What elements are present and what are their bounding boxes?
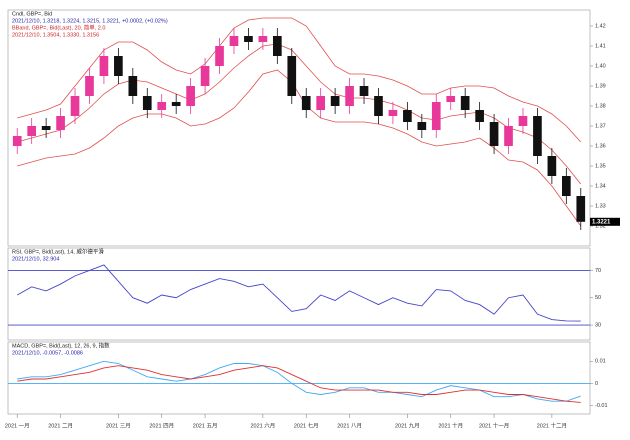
- main-panel: [7, 9, 591, 247]
- candle-body: [200, 66, 210, 86]
- panel-subtitle: 2021/12/10, 32.904: [12, 256, 59, 262]
- y-tick-label: 1.41: [595, 43, 606, 49]
- candle-body: [475, 110, 484, 122]
- x-tick-label: 2021 十月: [438, 421, 463, 429]
- indicator-line: [17, 365, 581, 403]
- candle-body: [272, 36, 282, 56]
- annotation: 2021/12/10, 1.3504, 1.3330, 1.3156: [12, 32, 99, 38]
- candle-body: [85, 76, 94, 96]
- y-tick-label: -0.01: [595, 403, 608, 409]
- x-tick-label: 2021 八月: [337, 422, 362, 429]
- panel-subtitle: 2021/12/10, 1.3218, 1.3224, 1.3215, 1.32…: [12, 18, 168, 24]
- y-tick-label: 30: [595, 323, 601, 329]
- candle-body: [56, 116, 65, 130]
- last-price-box: [590, 217, 620, 226]
- y-tick-label: 1.32: [595, 223, 606, 229]
- candle-body: [403, 110, 412, 122]
- y-tick-label: 1.34: [595, 183, 606, 189]
- y-tick-label: 1.36: [595, 143, 606, 149]
- panel-title: RSI, GBP=, Bid(Last), 14, 威尔德平滑: [12, 247, 104, 255]
- x-tick-label: 2021 十二月: [537, 421, 567, 429]
- y-tick-label: 70: [595, 268, 601, 274]
- candle-body: [157, 102, 167, 110]
- y-tick-label: 1.39: [595, 83, 606, 89]
- candle-body: [301, 96, 311, 110]
- x-tick-label: 2021 十一月: [479, 421, 509, 429]
- y-tick-label: 1.33: [595, 203, 606, 209]
- candle-body: [417, 122, 427, 130]
- panel-title: MACD, GBP=, Bid(Last), 12, 26, 9, 指数: [12, 341, 110, 349]
- candle-body: [142, 96, 152, 110]
- candle-body: [70, 96, 80, 116]
- y-tick-label: 0: [595, 381, 598, 387]
- x-tick-label: 2021 二月: [48, 422, 73, 429]
- candle-body: [388, 110, 398, 116]
- candle-body: [287, 56, 297, 96]
- candle-body: [576, 196, 586, 222]
- x-tick-label: 2021 七月: [294, 421, 319, 429]
- candle-body: [41, 126, 51, 130]
- candle-body: [374, 96, 383, 116]
- candle-body: [215, 46, 224, 66]
- candle-body: [229, 36, 239, 46]
- candle-body: [345, 86, 354, 106]
- candle-body: [186, 86, 195, 106]
- candle-body: [244, 36, 253, 42]
- x-tick-label: 2021 六月: [250, 421, 275, 429]
- y-tick-label: 0.01: [595, 359, 606, 365]
- y-tick-label: 1.37: [595, 123, 606, 129]
- candle-body: [533, 116, 542, 156]
- candle-body: [518, 116, 528, 126]
- y-tick-label: 50: [595, 295, 601, 301]
- candle-body: [316, 96, 326, 110]
- y-tick-label: 1.35: [595, 163, 606, 169]
- candle-body: [330, 96, 340, 106]
- indicator-line: [17, 360, 581, 402]
- candle-body: [547, 156, 557, 176]
- panel-subtitle: 2021/12/10, -0.0057, -0.0086: [12, 350, 83, 356]
- candle-body: [12, 136, 22, 146]
- candle-body: [431, 102, 441, 130]
- candle-body: [446, 96, 456, 102]
- annotation: BBand, GBP=, Bid(Last), 20, 简单, 2.0: [12, 23, 105, 31]
- candle-body: [359, 86, 369, 96]
- candle-body: [504, 126, 513, 146]
- x-tick-label: 2021 五月: [193, 422, 218, 429]
- bollinger-band: [17, 43, 582, 185]
- y-tick-label: 1.38: [595, 103, 606, 109]
- candle-body: [27, 126, 37, 136]
- y-tick-label: 1.42: [595, 23, 606, 29]
- candle-body: [128, 76, 138, 96]
- macd-panel: [7, 341, 591, 415]
- candle-body: [561, 176, 571, 196]
- candle-body: [489, 122, 499, 146]
- candle-body: [171, 102, 181, 106]
- candle-body: [258, 36, 268, 42]
- last-price-label: 1.3221: [592, 219, 611, 225]
- candle-body: [99, 56, 109, 76]
- bollinger-band: [17, 17, 582, 143]
- x-tick-label: 2021 一月: [5, 422, 30, 429]
- rsi-panel: [7, 247, 591, 341]
- y-tick-label: 1.40: [595, 63, 606, 69]
- candle-body: [460, 96, 470, 110]
- indicator-line: [17, 264, 581, 322]
- panel-title: Cndl, GBP=, Bid: [12, 11, 52, 17]
- x-tick-label: 2021 四月: [149, 422, 174, 429]
- bollinger-band: [17, 69, 582, 227]
- x-tick-label: 2021 九月: [395, 421, 420, 429]
- candle-body: [114, 56, 123, 76]
- x-tick-label: 2021 三月: [106, 422, 131, 429]
